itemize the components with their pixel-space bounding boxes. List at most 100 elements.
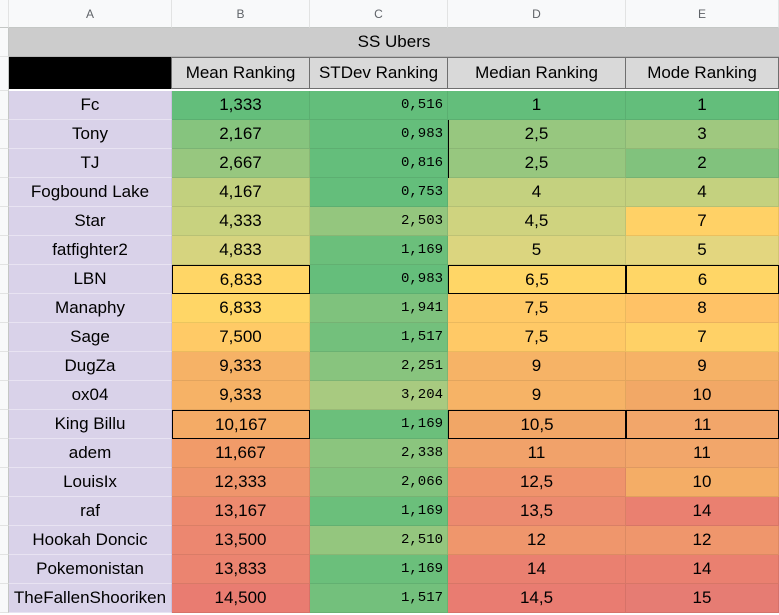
- row-header[interactable]: [0, 497, 9, 526]
- mean-cell[interactable]: 13,500: [172, 526, 310, 555]
- median-cell[interactable]: 13,5: [448, 497, 626, 526]
- corner-select-all[interactable]: [0, 0, 9, 28]
- mode-cell[interactable]: 4: [626, 178, 779, 207]
- median-cell[interactable]: 5: [448, 236, 626, 265]
- row-header[interactable]: [0, 120, 9, 149]
- mode-cell[interactable]: 11: [626, 410, 779, 439]
- row-header[interactable]: [0, 410, 9, 439]
- mode-cell[interactable]: 8: [626, 294, 779, 323]
- column-title-mean[interactable]: Mean Ranking: [171, 57, 310, 89]
- mean-cell[interactable]: 9,333: [172, 381, 310, 410]
- column-header-c[interactable]: C: [310, 0, 448, 28]
- stdev-cell[interactable]: 2,338: [310, 439, 448, 468]
- player-name-cell[interactable]: Pokemonistan: [9, 555, 172, 584]
- mean-cell[interactable]: 13,167: [172, 497, 310, 526]
- median-cell[interactable]: 4,5: [448, 207, 626, 236]
- row-header[interactable]: [0, 352, 9, 381]
- median-cell[interactable]: 7,5: [448, 323, 626, 352]
- mean-cell[interactable]: 12,333: [172, 468, 310, 497]
- column-header-e[interactable]: E: [626, 0, 779, 28]
- mode-cell[interactable]: 14: [626, 497, 779, 526]
- column-title-stdev[interactable]: STDev Ranking: [309, 57, 448, 89]
- player-name-cell[interactable]: Fogbound Lake: [9, 178, 172, 207]
- column-header-a[interactable]: A: [9, 0, 172, 28]
- median-cell[interactable]: 11: [448, 439, 626, 468]
- mode-cell[interactable]: 6: [626, 265, 779, 294]
- median-cell[interactable]: 1: [448, 91, 626, 120]
- row-header[interactable]: [0, 468, 9, 497]
- stdev-cell[interactable]: 1,941: [310, 294, 448, 323]
- row-header[interactable]: [0, 265, 9, 294]
- player-name-cell[interactable]: Hookah Doncic: [9, 526, 172, 555]
- row-header[interactable]: [0, 584, 9, 613]
- stdev-cell[interactable]: 0,816: [310, 149, 448, 178]
- stdev-cell[interactable]: 0,983: [310, 120, 448, 149]
- row-header[interactable]: [0, 28, 9, 57]
- mean-cell[interactable]: 2,167: [172, 120, 310, 149]
- median-cell[interactable]: 12,5: [448, 468, 626, 497]
- player-name-cell[interactable]: Sage: [9, 323, 172, 352]
- mode-cell[interactable]: 7: [626, 323, 779, 352]
- mode-cell[interactable]: 11: [626, 439, 779, 468]
- stdev-cell[interactable]: 0,983: [310, 265, 448, 294]
- stdev-cell[interactable]: 1,169: [310, 410, 448, 439]
- median-cell[interactable]: 14: [448, 555, 626, 584]
- median-cell[interactable]: 9: [448, 381, 626, 410]
- row-header[interactable]: [0, 178, 9, 207]
- mean-cell[interactable]: 6,833: [172, 265, 310, 294]
- player-name-cell[interactable]: LouisIx: [9, 468, 172, 497]
- row-header[interactable]: [0, 57, 9, 91]
- mean-cell[interactable]: 6,833: [172, 294, 310, 323]
- sheet-title[interactable]: SS Ubers: [9, 28, 779, 57]
- player-name-cell[interactable]: Manaphy: [9, 294, 172, 323]
- mean-cell[interactable]: 10,167: [172, 410, 310, 439]
- mode-cell[interactable]: 10: [626, 381, 779, 410]
- player-name-cell[interactable]: Tony: [9, 120, 172, 149]
- player-name-cell[interactable]: TheFallenShooriken: [9, 584, 172, 613]
- mode-cell[interactable]: 12: [626, 526, 779, 555]
- player-name-cell[interactable]: raf: [9, 497, 172, 526]
- median-cell[interactable]: 10,5: [448, 410, 626, 439]
- median-cell[interactable]: 4: [448, 178, 626, 207]
- mode-cell[interactable]: 5: [626, 236, 779, 265]
- stdev-cell[interactable]: 1,517: [310, 584, 448, 613]
- median-cell[interactable]: 2,5: [448, 120, 626, 149]
- median-cell[interactable]: 7,5: [448, 294, 626, 323]
- stdev-cell[interactable]: 1,517: [310, 323, 448, 352]
- mean-cell[interactable]: 1,333: [172, 91, 310, 120]
- median-cell[interactable]: 6,5: [448, 265, 626, 294]
- mean-cell[interactable]: 4,833: [172, 236, 310, 265]
- column-title-mode[interactable]: Mode Ranking: [625, 57, 779, 89]
- median-cell[interactable]: 2,5: [448, 149, 626, 178]
- mode-cell[interactable]: 15: [626, 584, 779, 613]
- row-header[interactable]: [0, 555, 9, 584]
- mode-cell[interactable]: 9: [626, 352, 779, 381]
- stdev-cell[interactable]: 2,251: [310, 352, 448, 381]
- player-name-cell[interactable]: fatfighter2: [9, 236, 172, 265]
- mode-cell[interactable]: 7: [626, 207, 779, 236]
- header-blank-cell[interactable]: [9, 57, 172, 89]
- row-header[interactable]: [0, 323, 9, 352]
- mean-cell[interactable]: 2,667: [172, 149, 310, 178]
- row-header[interactable]: [0, 381, 9, 410]
- column-header-b[interactable]: B: [172, 0, 310, 28]
- player-name-cell[interactable]: Star: [9, 207, 172, 236]
- row-header[interactable]: [0, 294, 9, 323]
- mode-cell[interactable]: 14: [626, 555, 779, 584]
- row-header[interactable]: [0, 236, 9, 265]
- row-header[interactable]: [0, 207, 9, 236]
- player-name-cell[interactable]: TJ: [9, 149, 172, 178]
- player-name-cell[interactable]: LBN: [9, 265, 172, 294]
- mean-cell[interactable]: 7,500: [172, 323, 310, 352]
- stdev-cell[interactable]: 0,753: [310, 178, 448, 207]
- stdev-cell[interactable]: 0,516: [310, 91, 448, 120]
- mean-cell[interactable]: 13,833: [172, 555, 310, 584]
- mode-cell[interactable]: 2: [626, 149, 779, 178]
- mode-cell[interactable]: 1: [626, 91, 779, 120]
- mode-cell[interactable]: 3: [626, 120, 779, 149]
- stdev-cell[interactable]: 1,169: [310, 497, 448, 526]
- stdev-cell[interactable]: 2,503: [310, 207, 448, 236]
- column-header-d[interactable]: D: [448, 0, 626, 28]
- row-header[interactable]: [0, 439, 9, 468]
- median-cell[interactable]: 14,5: [448, 584, 626, 613]
